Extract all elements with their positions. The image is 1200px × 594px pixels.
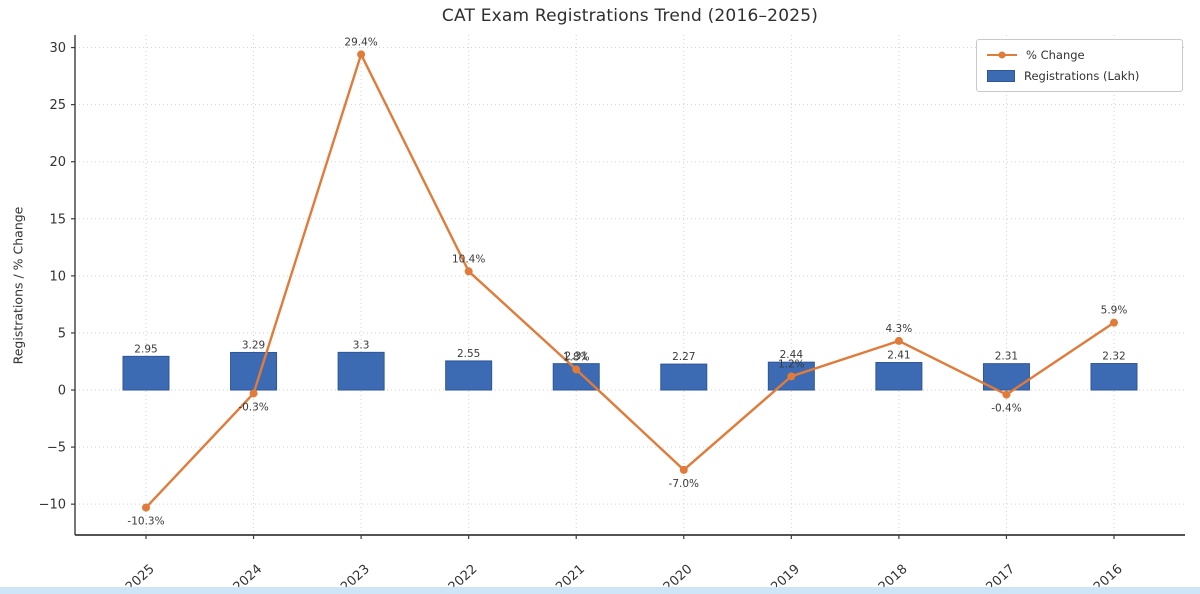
bar-label: 2.31 — [995, 351, 1018, 363]
line-point-2023 — [357, 50, 366, 59]
pct-label: 1.2% — [778, 358, 805, 370]
pct-label: 10.4% — [452, 253, 485, 265]
pct-label: 1.8% — [563, 351, 590, 363]
bar-2018 — [875, 362, 923, 391]
bar-2025 — [122, 355, 170, 391]
line-swatch-icon — [987, 51, 1017, 59]
y-tick-label: −5 — [47, 441, 66, 456]
line-point-2017 — [1002, 390, 1011, 399]
legend-item-registrations: Registrations (Lakh) — [987, 69, 1172, 83]
line-point-2018 — [894, 336, 903, 345]
y-tick-label: 15 — [49, 212, 66, 227]
y-tick-label: 10 — [49, 269, 66, 284]
bar-swatch-icon — [987, 70, 1015, 82]
pct-label: 5.9% — [1101, 305, 1128, 317]
line-point-2022 — [464, 267, 473, 276]
y-tick-label: −10 — [39, 498, 66, 513]
bar-2019 — [767, 361, 815, 391]
bar-2022 — [445, 360, 493, 391]
y-tick-label: 25 — [49, 98, 66, 113]
bar-label: 3.3 — [353, 339, 370, 351]
bottom-page-strip — [0, 587, 1200, 594]
y-tick-label: 30 — [49, 41, 66, 56]
pct-label: -0.3% — [238, 401, 268, 413]
legend-item-pct-change: % Change — [987, 48, 1172, 62]
bar-2024 — [230, 351, 278, 391]
bar-2016 — [1090, 363, 1138, 391]
bar-2020 — [660, 363, 708, 391]
pct-label: -7.0% — [669, 478, 699, 490]
legend: % Change Registrations (Lakh) — [976, 39, 1183, 92]
pct-change-line — [145, 53, 1115, 509]
y-tick-label: 0 — [58, 384, 66, 399]
bar-2023 — [337, 351, 385, 391]
pct-label: -0.4% — [991, 403, 1021, 415]
line-point-2021 — [572, 365, 581, 374]
bar-label: 2.95 — [134, 343, 157, 355]
y-tick-label: 5 — [58, 326, 66, 341]
line-point-2016 — [1110, 318, 1118, 327]
bar-label: 2.27 — [672, 351, 695, 363]
pct-label: 4.3% — [886, 323, 913, 335]
line-point-2025 — [142, 503, 150, 512]
pct-label: 29.4% — [344, 36, 377, 48]
chart-title: CAT Exam Registrations Trend (2016–2025) — [441, 6, 819, 26]
y-tick-label: 20 — [49, 155, 66, 170]
bar-label: 2.44 — [780, 349, 804, 361]
pct-label: -10.3% — [127, 516, 164, 528]
legend-label-pct-change: % Change — [1026, 48, 1085, 62]
line-point-2019 — [787, 372, 796, 381]
bar-label: 2.55 — [457, 348, 480, 360]
bar-label: 2.32 — [1102, 351, 1125, 363]
line-point-2020 — [679, 465, 688, 474]
line-point-2024 — [249, 389, 258, 398]
bar-label: 2.41 — [887, 350, 910, 362]
bar-label: 2.31 — [565, 351, 588, 363]
legend-label-registrations: Registrations (Lakh) — [1024, 69, 1140, 83]
bar-label: 3.29 — [242, 339, 265, 351]
